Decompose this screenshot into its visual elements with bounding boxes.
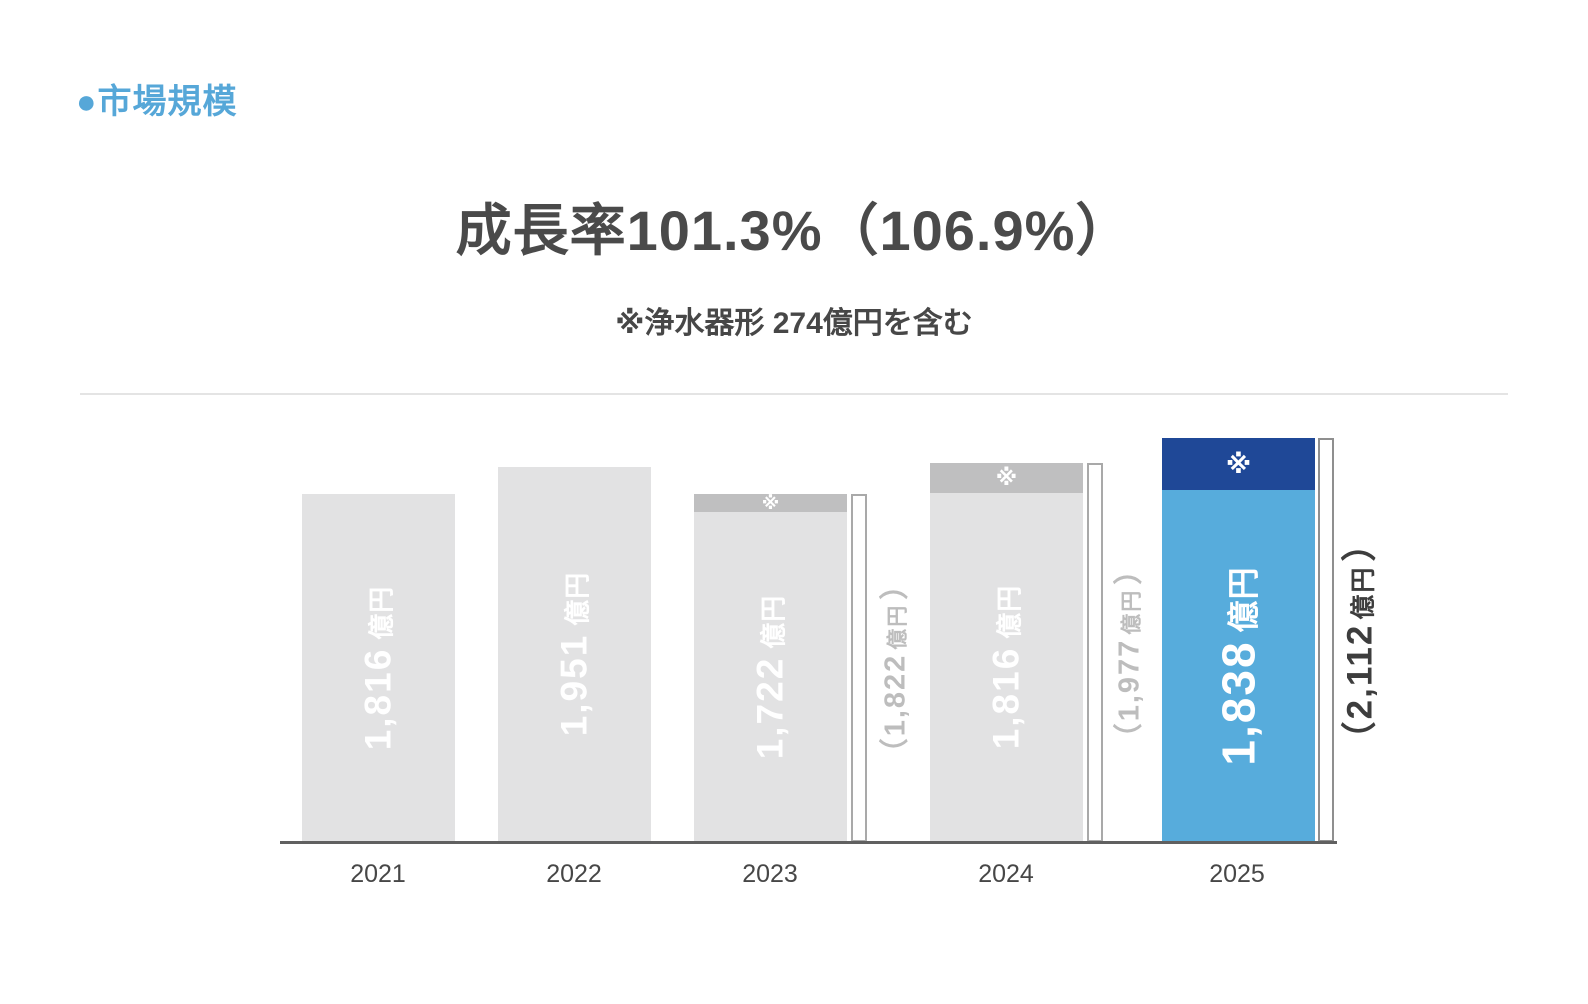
reference-mark-icon: ※ [1225, 448, 1252, 479]
bar-2021-value-label: 1,816 億円 [358, 585, 400, 750]
section-label: ●市場規模 [76, 83, 238, 121]
total-unit: 億円 [1349, 565, 1378, 620]
reference-mark-icon: ※ [761, 492, 780, 513]
paren-close: ） [1113, 553, 1146, 585]
total-value: 1,822 [879, 653, 912, 737]
bracket-2024 [1087, 463, 1103, 842]
bar-2023-value-label: 1,722 億円 [750, 594, 792, 759]
bar-value: 1,722 [749, 656, 791, 759]
bar-value: 1,816 [985, 646, 1027, 750]
bar-unit: 億円 [366, 585, 397, 640]
bar-2024-cap: ※ [930, 463, 1083, 493]
bar-2022: 1,951 億円 [498, 467, 651, 841]
bar-2025-value-label: 1,838 億円 [1212, 566, 1266, 765]
bar-2022-value-label: 1,951 億円 [554, 572, 596, 737]
bar-2024-value-label: 1,816 億円 [986, 585, 1028, 750]
bar-2024-body: 1,816 億円 [930, 493, 1083, 841]
bar-unit: 億円 [562, 571, 593, 626]
bar-2022-body: 1,951 億円 [498, 467, 651, 841]
paren-close: ） [879, 568, 912, 600]
bar-value: 1,816 [357, 647, 399, 750]
x-tick-2021: 2021 [350, 860, 406, 888]
paren-close: ） [1340, 524, 1380, 562]
divider [80, 393, 1508, 395]
bar-2023-cap: ※ [694, 492, 847, 513]
paren-open: （ [1113, 720, 1146, 752]
total-label-2025: （2,112億円） [1334, 438, 1380, 842]
x-axis-line [280, 841, 1337, 844]
total-value: 2,112 [1340, 623, 1380, 719]
x-tick-2025: 2025 [1209, 860, 1265, 888]
paren-open: （ [1340, 718, 1380, 756]
bar-2025-body: 1,838 億円 [1162, 490, 1315, 841]
bar-2023: ※ 1,722 億円 [694, 492, 847, 841]
total-value: 1,977 [1113, 638, 1146, 721]
bar-unit: 億円 [758, 594, 789, 649]
paren-open: （ [879, 736, 912, 768]
total-unit: 億円 [886, 603, 910, 650]
x-tick-2022: 2022 [546, 860, 602, 888]
bar-unit: 億円 [1225, 565, 1262, 632]
total-unit: 億円 [1120, 588, 1144, 635]
bar-unit: 億円 [994, 584, 1025, 639]
bar-2025-cap: ※ [1162, 438, 1315, 490]
bar-2023-body: 1,722 億円 [694, 512, 847, 841]
bar-value: 1,951 [553, 633, 595, 737]
reference-mark-icon: ※ [995, 465, 1018, 490]
bar-2021: 1,816 億円 [302, 494, 455, 841]
total-label-2023: （1,822億円） [869, 494, 915, 842]
x-tick-2023: 2023 [742, 860, 798, 888]
chart-note: ※浄水器形 274億円を含む [615, 307, 973, 340]
total-label-2024: （1,977億円） [1103, 463, 1149, 842]
bar-value: 1,838 [1212, 639, 1265, 766]
bar-2021-body: 1,816 億円 [302, 494, 455, 841]
bracket-2023 [851, 494, 867, 842]
bar-2024: ※ 1,816 億円 [930, 463, 1083, 841]
x-tick-2024: 2024 [978, 860, 1034, 888]
chart-title: 成長率101.3%（106.9%） [455, 199, 1133, 262]
bar-2025: ※ 1,838 億円 [1162, 438, 1315, 841]
